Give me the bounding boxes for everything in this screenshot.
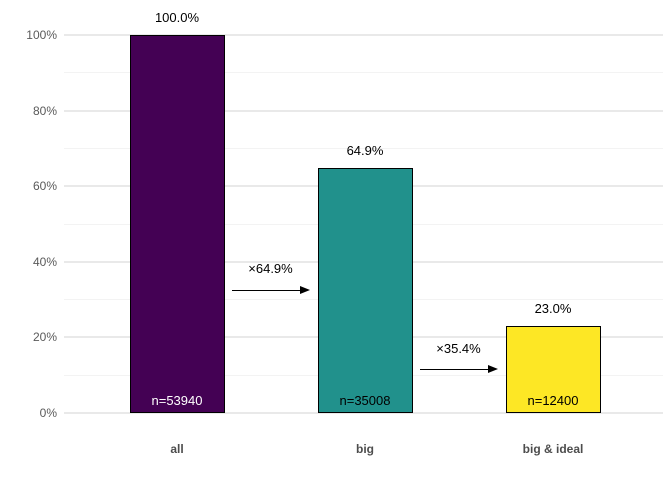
bar-big (317, 167, 413, 413)
major-gridline (64, 109, 663, 112)
transition-arrow-line (419, 368, 489, 371)
bar-value-label: 23.0% (534, 301, 572, 317)
transition-arrow-head (487, 365, 498, 374)
bar-count-label: n=35008 (339, 393, 391, 408)
transition-arrow-label: ×35.4% (436, 340, 481, 356)
x-category-label: big (356, 442, 374, 456)
bar-count-label: n=12400 (527, 393, 579, 408)
transition-arrow-line (231, 289, 301, 292)
bar-value-label: 100.0% (154, 10, 200, 25)
y-tick-label: 80% (32, 103, 57, 118)
x-category-label: big & ideal (522, 442, 584, 456)
major-gridline (64, 34, 663, 36)
x-category-label: all (170, 442, 184, 456)
y-tick-label: 0% (39, 406, 57, 420)
bar-value-label: 64.9% (346, 142, 384, 158)
y-tick-label: 20% (32, 330, 57, 345)
bar-big-ideal (505, 326, 601, 413)
minor-gridline (64, 72, 663, 74)
minor-gridline (64, 147, 663, 149)
y-tick-label: 40% (32, 254, 57, 269)
transition-arrow-label: ×64.9% (248, 261, 293, 277)
y-tick-label: 100% (26, 28, 57, 42)
y-tick-label: 60% (32, 179, 57, 194)
transition-arrow-head (299, 285, 310, 294)
bar-all (129, 35, 225, 413)
bar-count-label: n=53940 (151, 393, 203, 408)
major-gridline (64, 412, 663, 414)
